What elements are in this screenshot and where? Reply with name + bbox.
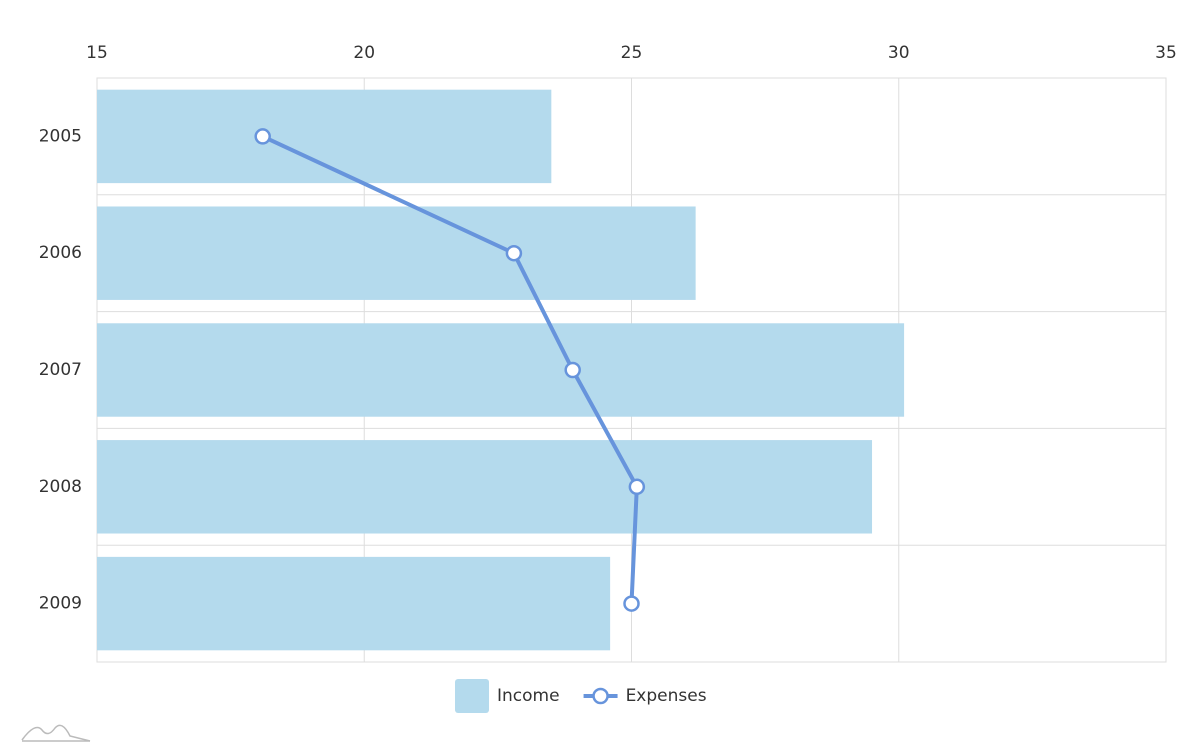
y-tick-label: 2009: [39, 594, 82, 614]
y-tick-label: 2005: [39, 126, 82, 146]
bar: [97, 440, 873, 534]
y-tick-label: 2007: [39, 360, 82, 380]
point: [564, 361, 581, 379]
x-tick-label: 35: [1155, 43, 1177, 63]
x-tick-label: 30: [888, 43, 910, 63]
legend-label: Income: [497, 686, 560, 706]
bar: [97, 323, 905, 417]
bar: [97, 89, 552, 184]
legend-label: Expenses: [626, 686, 707, 706]
legend-item[interactable]: Income: [455, 679, 560, 713]
point: [623, 595, 640, 612]
legend-swatch-point: [592, 687, 609, 705]
point: [254, 128, 271, 145]
x-tick-label: 15: [86, 43, 108, 63]
logo: [21, 724, 91, 742]
bar: [97, 206, 696, 300]
point: [628, 478, 646, 496]
bar: [97, 556, 611, 651]
legend-item[interactable]: Expenses: [583, 686, 707, 706]
point: [505, 244, 523, 262]
legend-swatch: [455, 679, 489, 713]
y-tick-label: 2006: [39, 243, 82, 263]
x-tick-label: 25: [621, 43, 643, 63]
x-tick-label: 20: [353, 43, 375, 63]
y-tick-label: 2008: [39, 477, 82, 497]
